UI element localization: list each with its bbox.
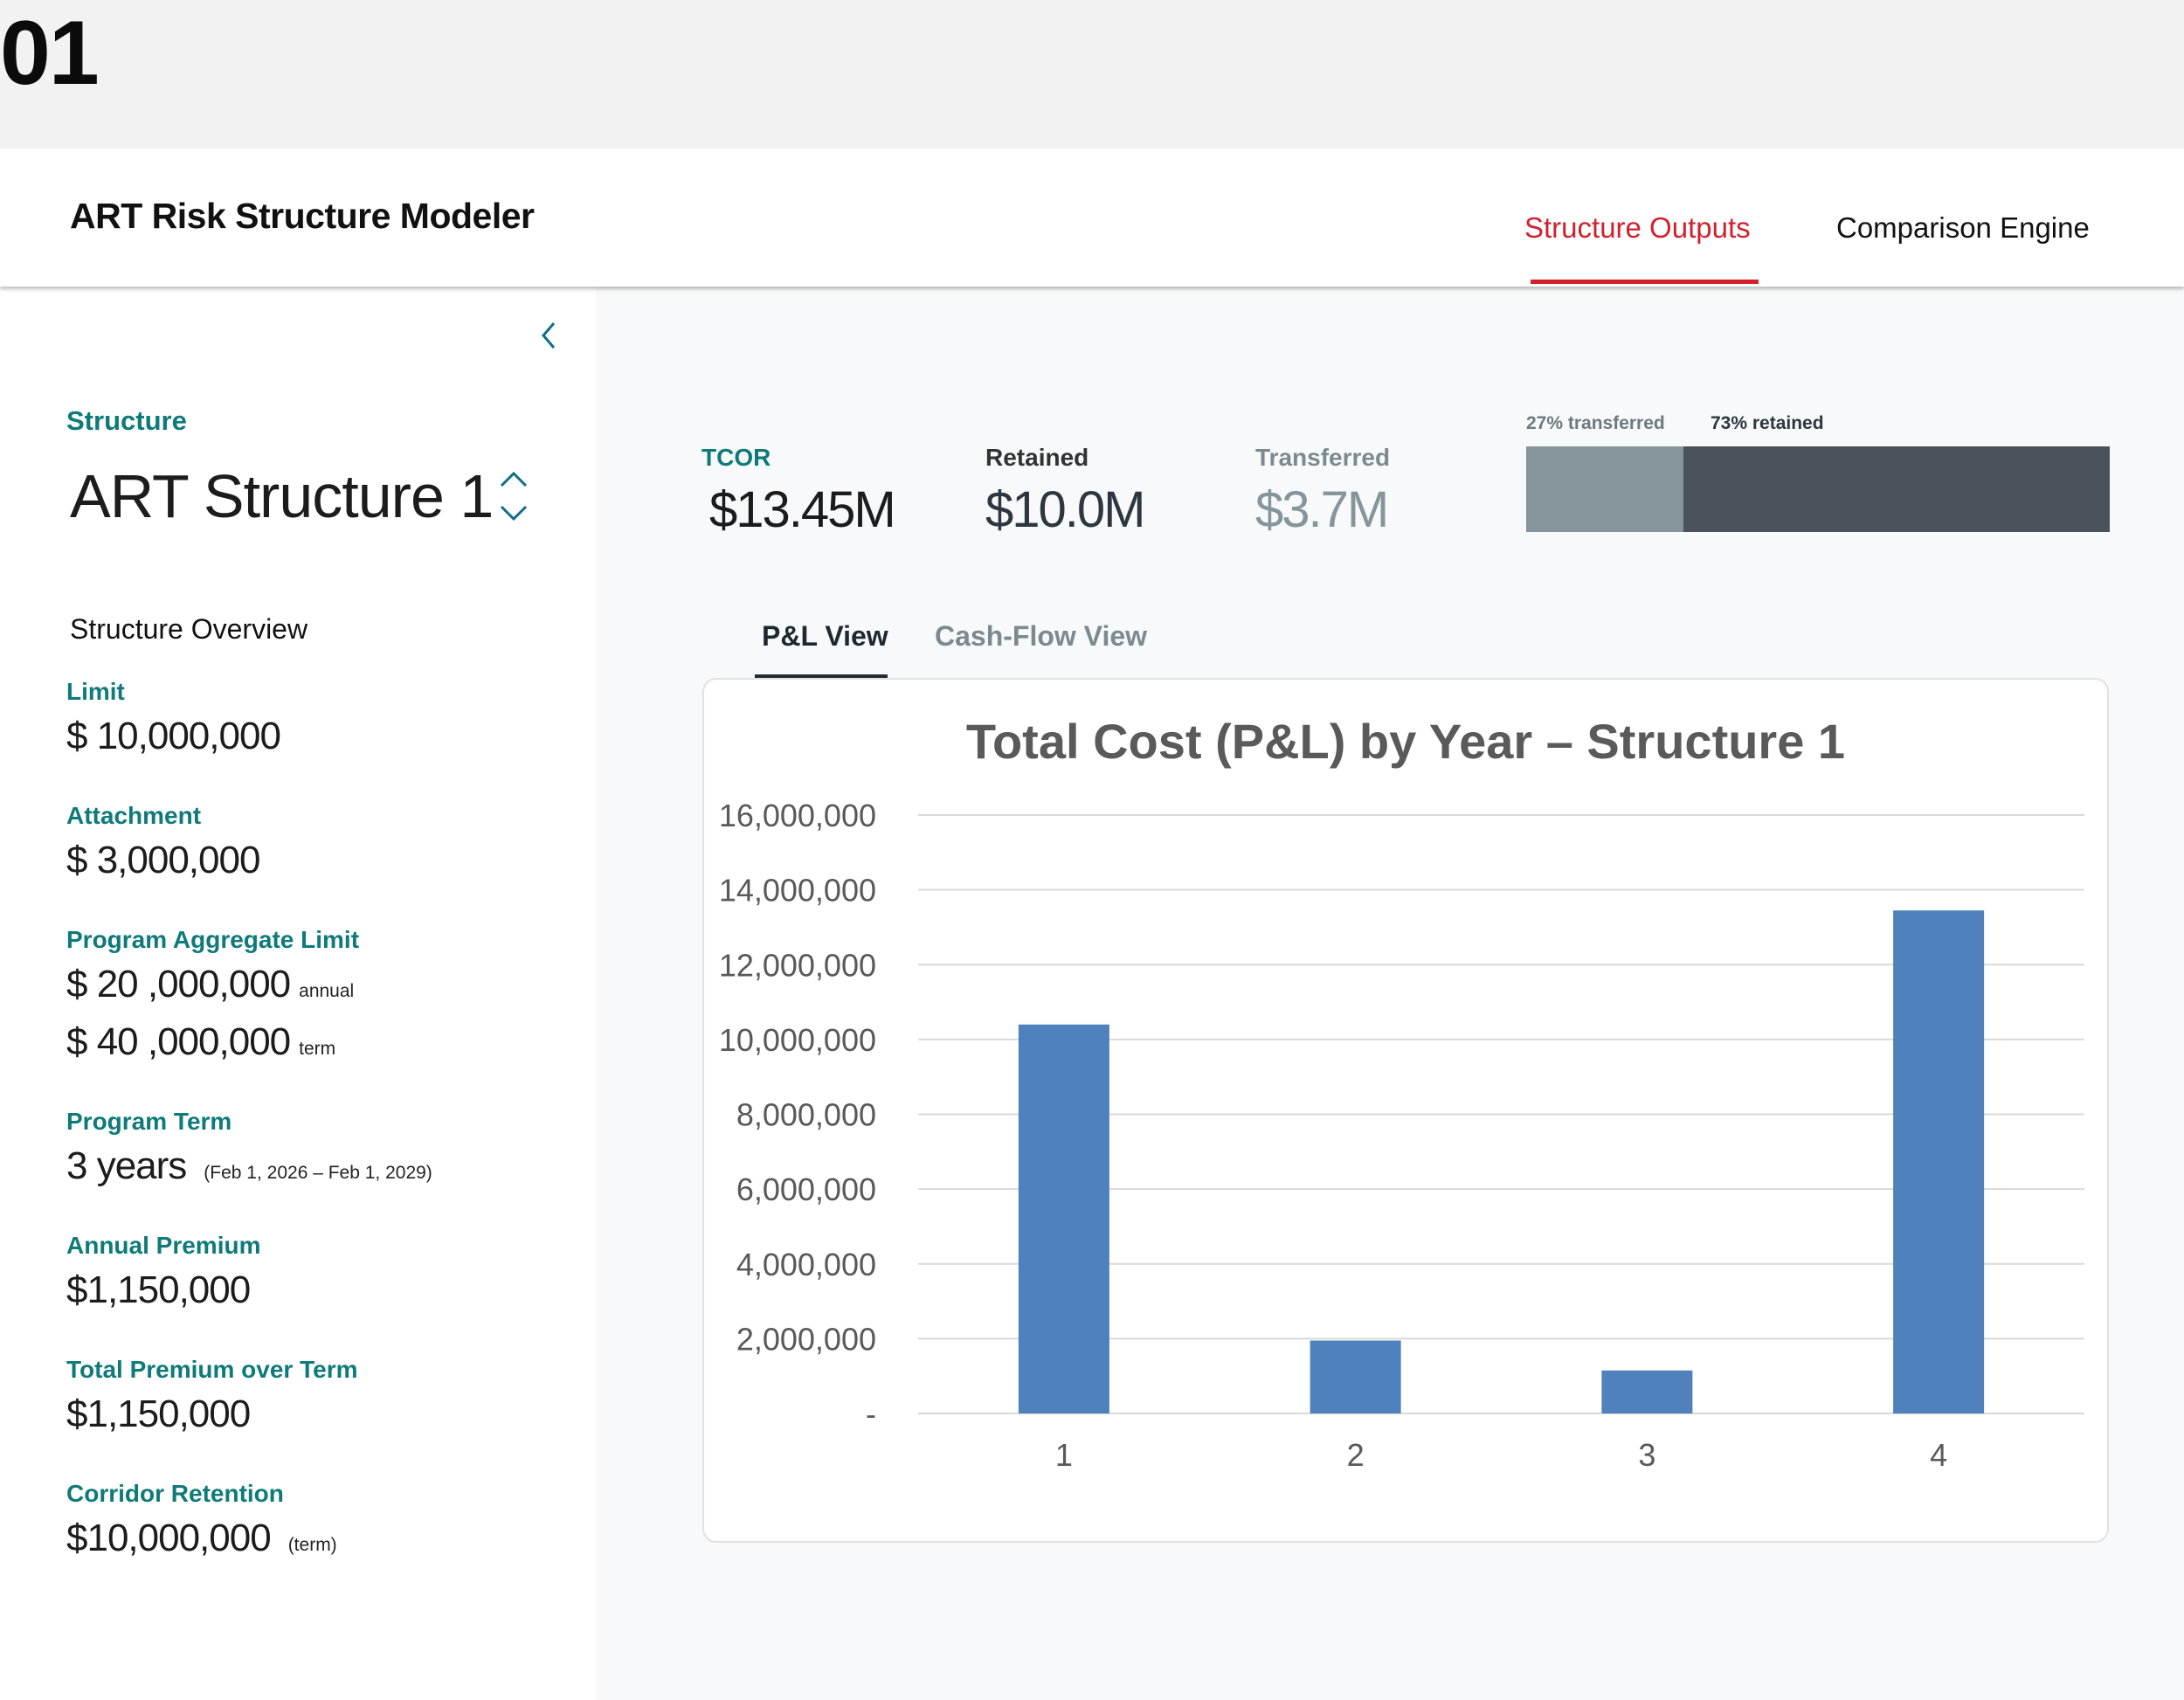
y-tick-label: 14,000,000: [719, 873, 876, 909]
y-tick-label: 10,000,000: [719, 1022, 876, 1058]
corridor-note: (term): [287, 1535, 337, 1555]
limit-value: $ 10,000,000: [66, 715, 281, 757]
transferred-label: Transferred: [1255, 444, 1391, 471]
y-tick-label: 6,000,000: [736, 1171, 876, 1207]
term-note: (Feb 1, 2026 – Feb 1, 2029): [204, 1163, 432, 1183]
total-premium-value: $1,150,000: [66, 1392, 251, 1435]
bar-year-1: [1018, 1024, 1109, 1413]
attachment-label: Attachment: [66, 802, 202, 829]
aggregate-term: $ 40 ,000,000 term: [66, 1020, 335, 1064]
aggregate-annual-value: $ 20 ,000,000: [66, 963, 291, 1005]
aggregate-term-note: term: [299, 1039, 336, 1059]
x-tick-label: 3: [1638, 1437, 1655, 1473]
bar-year-3: [1601, 1370, 1693, 1413]
x-tick-label: 2: [1347, 1437, 1365, 1473]
corridor-label: Corridor Retention: [66, 1480, 284, 1507]
structure-stepper[interactable]: [496, 466, 531, 528]
term-label: Program Term: [66, 1108, 232, 1135]
aggregate-annual-note: annual: [299, 981, 355, 1001]
term: 3 years (Feb 1, 2026 – Feb 1, 2029): [66, 1144, 432, 1188]
corridor: $10,000,000 (term): [66, 1517, 337, 1560]
corridor-value: $10,000,000: [66, 1517, 272, 1559]
structure-name[interactable]: ART Structure 1: [70, 462, 494, 530]
annual-premium-value: $1,150,000: [66, 1268, 251, 1311]
structure-label: Structure: [66, 405, 187, 436]
y-tick-label: 16,000,000: [719, 798, 876, 833]
annual-premium-label: Annual Premium: [66, 1232, 261, 1259]
term-value: 3 years: [66, 1144, 187, 1187]
chevron-left-icon: [542, 322, 556, 349]
y-tick-label: 12,000,000: [719, 947, 876, 983]
y-tick-label: 2,000,000: [736, 1321, 876, 1357]
split-retained-label: 73% retained: [1711, 413, 1824, 433]
aggregate-term-value: $ 40 ,000,000: [66, 1020, 291, 1063]
y-tick-label: 8,000,000: [736, 1097, 876, 1133]
x-tick-label: 1: [1055, 1437, 1073, 1473]
total-premium-label: Total Premium over Term: [66, 1356, 358, 1383]
collapse-sidebar-button[interactable]: [533, 316, 564, 355]
retention-split-bar: [1526, 446, 2110, 532]
limit-label: Limit: [66, 678, 125, 705]
y-tick-label: -: [866, 1396, 876, 1432]
chart-title: Total Cost (P&L) by Year – Structure 1: [965, 714, 1846, 769]
bar-year-2: [1310, 1340, 1401, 1413]
transferred-value: $3.7M: [1255, 481, 1389, 538]
slide-label-strip: 01: [0, 0, 2184, 149]
bar-year-4: [1893, 910, 1985, 1413]
tcor-value: $13.45M: [709, 481, 896, 538]
main-content: TCOR $13.45M Retained $10.0M Transferred…: [596, 287, 2184, 1700]
retained-label: Retained: [985, 444, 1089, 471]
tab-structure-outputs[interactable]: Structure Outputs: [1524, 211, 1751, 244]
x-tick-label: 4: [1930, 1437, 1947, 1473]
overview-title: Structure Overview: [70, 613, 308, 645]
app-title: ART Risk Structure Modeler: [70, 196, 535, 236]
app-header: ART Risk Structure Modeler Structure Out…: [0, 149, 2184, 287]
y-tick-label: 4,000,000: [736, 1247, 876, 1282]
tab-pl-view[interactable]: P&L View: [762, 620, 888, 652]
retained-value: $10.0M: [985, 481, 1145, 538]
attachment-value: $ 3,000,000: [66, 839, 260, 881]
split-retained-segment: [1683, 446, 2110, 532]
split-transferred-label: 27% transferred: [1526, 413, 1665, 433]
bar-chart: - 2,000,000 4,000,000 6,000,000 8,000,000 10,…: [719, 798, 2084, 1473]
aggregate-label: Program Aggregate Limit: [66, 926, 360, 953]
slide-number: 01: [0, 3, 100, 104]
tab-cash-flow-view[interactable]: Cash-Flow View: [935, 620, 1148, 652]
active-tab-indicator: [1531, 280, 1759, 284]
chevron-up-down-icon: [500, 471, 528, 522]
split-transferred-segment: [1526, 446, 1684, 532]
aggregate-annual: $ 20 ,000,000 annual: [66, 963, 354, 1006]
tcor-label: TCOR: [702, 444, 771, 471]
chart-card: Total Cost (P&L) by Year – Structure 1 -…: [702, 678, 2109, 1543]
sidebar: Structure ART Structure 1 Structure Over…: [0, 287, 596, 1700]
tab-comparison-engine[interactable]: Comparison Engine: [1836, 211, 2090, 244]
